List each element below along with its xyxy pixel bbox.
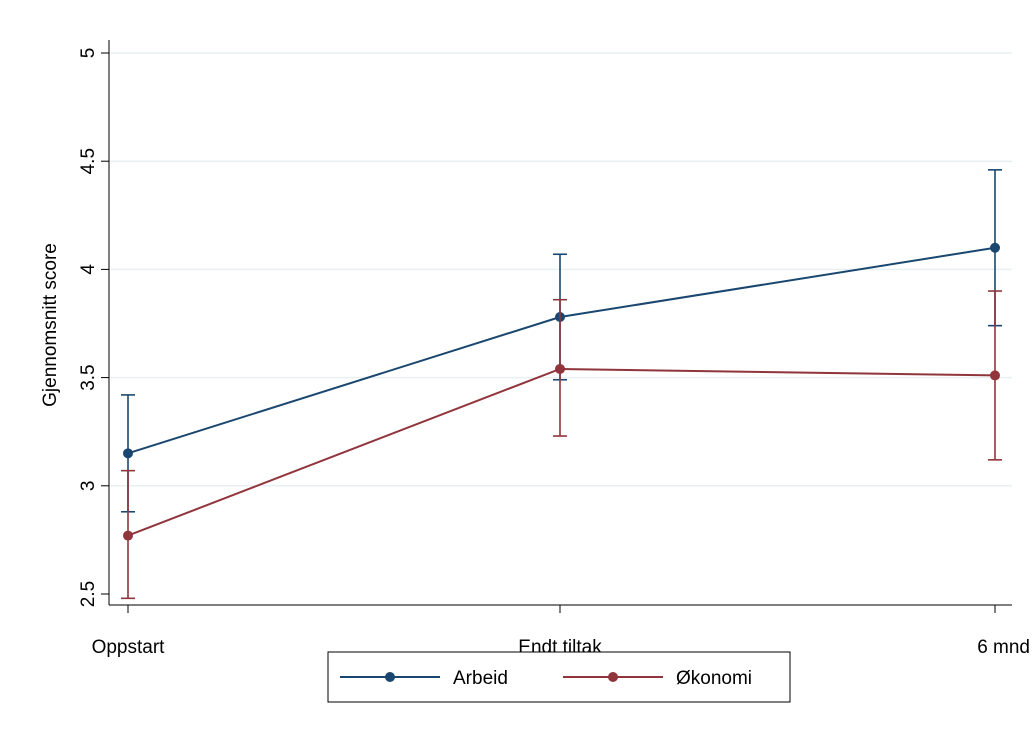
legend-entry-1: Arbeid (340, 668, 508, 689)
y-tick-label: 3.5 (78, 364, 99, 390)
data-point (123, 448, 133, 459)
x-tick-label: 6 mnd (977, 637, 1030, 658)
legend-swatch-marker-okonomi (608, 672, 618, 682)
x-tick-label: Oppstart (92, 637, 166, 658)
y-tick-label: 3 (78, 481, 99, 492)
data-point (990, 370, 1000, 381)
y-tick-label: 2.5 (78, 581, 99, 607)
data-point (990, 242, 1000, 253)
series-layer (121, 169, 1002, 600)
y-tick-label: 5 (78, 48, 99, 59)
y-tick-label: 4 (78, 264, 99, 275)
legend-label-okonomi: Økonomi (676, 668, 752, 689)
data-point (123, 530, 133, 541)
data-point (555, 363, 565, 374)
legend: Arbeid Økonomi (327, 651, 791, 703)
y-ticks: 2.5 3 3.5 4 4.5 5 (78, 48, 109, 607)
legend-entry-2: Økonomi (563, 668, 752, 689)
y-tick-label: 4.5 (78, 148, 99, 174)
legend-label-arbeid: Arbeid (453, 668, 508, 689)
series-1 (121, 290, 1002, 600)
y-axis-title: Gjennomsnitt score (40, 243, 61, 407)
legend-swatch-marker-arbeid (385, 672, 395, 682)
